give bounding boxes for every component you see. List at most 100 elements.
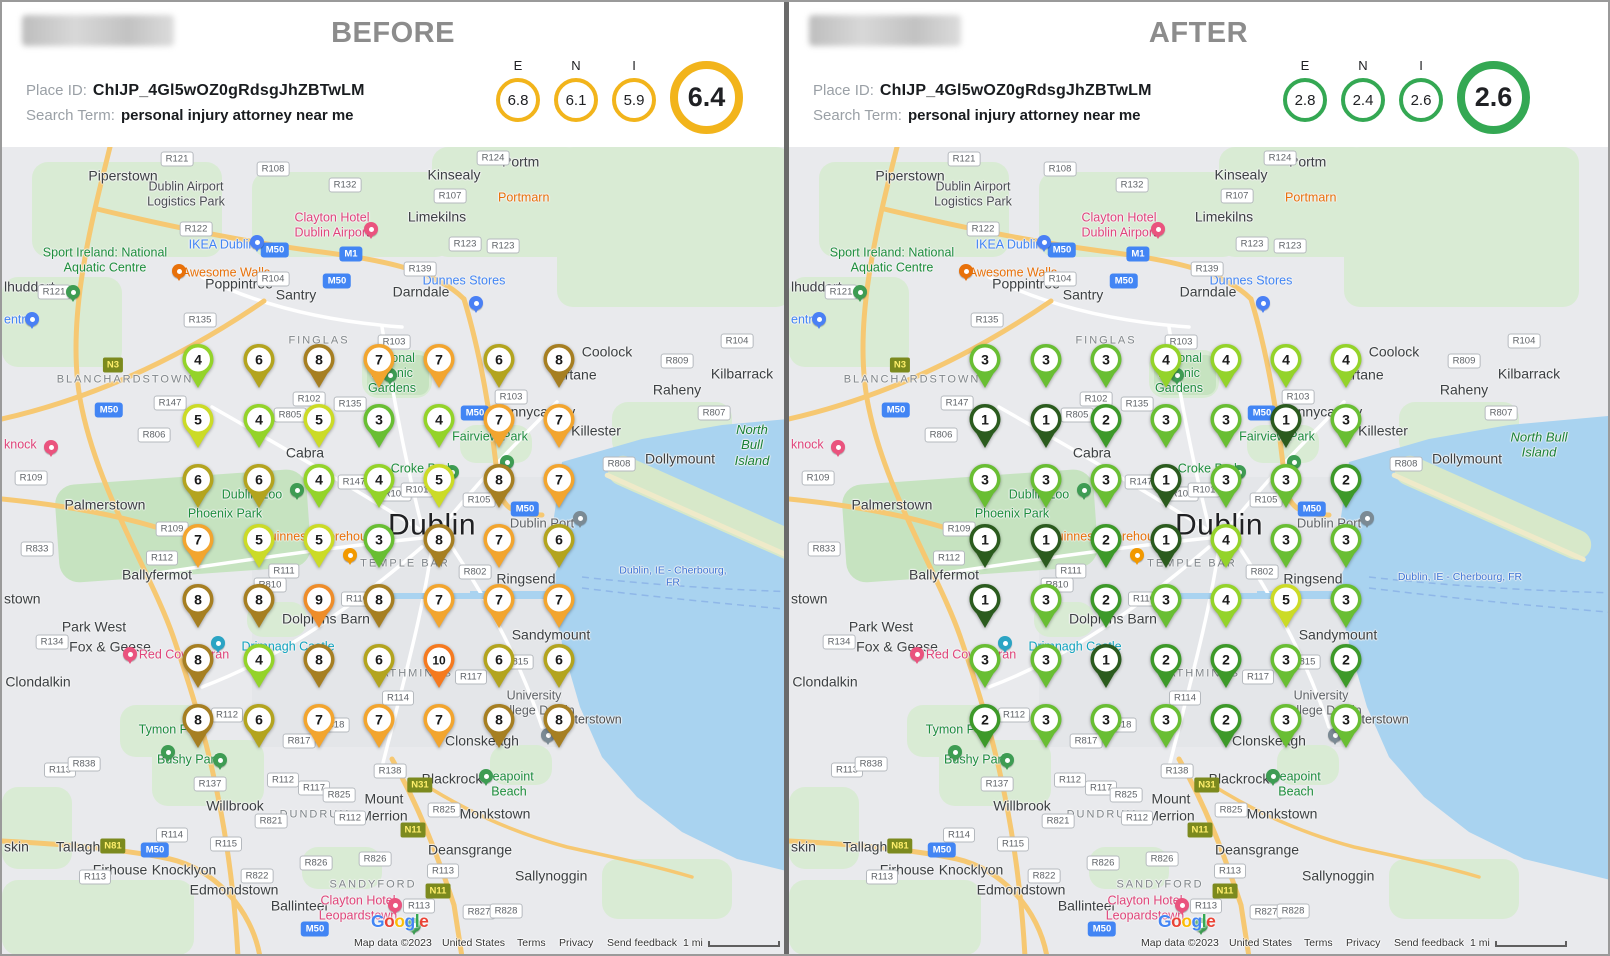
rank-pin[interactable]: 8 (542, 343, 576, 389)
rank-pin[interactable]: 4 (1209, 343, 1243, 389)
rank-pin[interactable]: 2 (1089, 403, 1123, 449)
rank-pin[interactable]: 6 (242, 703, 276, 749)
rank-pin[interactable]: 5 (242, 523, 276, 569)
rank-pin[interactable]: 6 (482, 343, 516, 389)
rank-pin[interactable]: 2 (1089, 523, 1123, 569)
rank-pin[interactable]: 5 (302, 403, 336, 449)
terms-link[interactable]: Terms (1304, 937, 1333, 949)
castleknock-hotel-pin[interactable] (44, 440, 58, 457)
shopping-centre-pin[interactable] (25, 312, 39, 329)
rank-pin[interactable]: 4 (302, 463, 336, 509)
red-cow-hotel-pin[interactable] (123, 647, 137, 664)
rank-pin[interactable]: 1 (1029, 403, 1063, 449)
castleknock-hotel-pin[interactable] (831, 440, 845, 457)
awesome-walls-cafe-pin[interactable] (172, 264, 186, 281)
rank-pin[interactable]: 1 (1089, 643, 1123, 689)
rank-pin[interactable]: 3 (1089, 703, 1123, 749)
aquatic-centre-pin[interactable] (853, 285, 867, 302)
rank-pin[interactable]: 6 (542, 523, 576, 569)
rank-pin[interactable]: 6 (181, 463, 215, 509)
rank-pin[interactable]: 1 (1149, 523, 1183, 569)
rank-pin[interactable]: 3 (362, 403, 396, 449)
dunnes-cart-pin[interactable] (469, 296, 483, 313)
rank-pin[interactable]: 4 (1209, 583, 1243, 629)
rank-pin[interactable]: 8 (422, 523, 456, 569)
google-logo[interactable]: Google (371, 911, 429, 931)
dublin-port-pin[interactable] (1360, 511, 1374, 528)
rank-pin[interactable]: 4 (242, 403, 276, 449)
rank-pin[interactable]: 3 (1029, 463, 1063, 509)
red-cow-hotel-pin[interactable] (910, 647, 924, 664)
tymon-tree-pin[interactable] (161, 745, 175, 762)
send-feedback-link[interactable]: Send feedback (607, 937, 678, 949)
drimnagh-castle-pin[interactable] (998, 636, 1012, 653)
dublin-zoo-paw-pin[interactable] (290, 483, 304, 500)
rank-pin[interactable]: 4 (242, 643, 276, 689)
rank-pin[interactable]: 3 (1269, 523, 1303, 569)
rank-pin[interactable]: 8 (362, 583, 396, 629)
rank-pin[interactable]: 2 (1209, 703, 1243, 749)
rank-pin[interactable]: 7 (542, 403, 576, 449)
cocktail-bar-pin[interactable] (343, 548, 357, 565)
rank-pin[interactable]: 4 (362, 463, 396, 509)
bushy-tree-pin[interactable] (1000, 753, 1014, 770)
rank-pin[interactable]: 2 (1209, 643, 1243, 689)
rank-pin[interactable]: 8 (181, 583, 215, 629)
dunnes-cart-pin[interactable] (1256, 296, 1270, 313)
rank-pin[interactable]: 3 (1149, 583, 1183, 629)
rank-pin[interactable]: 3 (1029, 703, 1063, 749)
rank-pin[interactable]: 7 (542, 583, 576, 629)
rank-pin[interactable]: 2 (1329, 643, 1363, 689)
rank-pin[interactable]: 1 (968, 403, 1002, 449)
rank-pin[interactable]: 8 (181, 703, 215, 749)
rank-pin[interactable]: 8 (482, 703, 516, 749)
rank-pin[interactable]: 6 (242, 343, 276, 389)
rank-pin[interactable]: 7 (362, 703, 396, 749)
tymon-tree-pin[interactable] (948, 745, 962, 762)
rank-pin[interactable]: 7 (422, 343, 456, 389)
rank-pin[interactable]: 10 (422, 643, 456, 689)
rank-pin[interactable]: 9 (302, 583, 336, 629)
drimnagh-castle-pin[interactable] (211, 636, 225, 653)
dublin-port-pin[interactable] (573, 511, 587, 528)
rank-pin[interactable]: 7 (482, 403, 516, 449)
bushy-tree-pin[interactable] (213, 753, 227, 770)
rank-pin[interactable]: 3 (968, 343, 1002, 389)
rank-pin[interactable]: 1 (1029, 523, 1063, 569)
rank-pin[interactable]: 5 (1269, 583, 1303, 629)
rank-pin[interactable]: 6 (362, 643, 396, 689)
rank-pin[interactable]: 2 (968, 703, 1002, 749)
rank-pin[interactable]: 3 (1329, 583, 1363, 629)
rank-pin[interactable]: 3 (1029, 643, 1063, 689)
rank-pin[interactable]: 3 (1149, 703, 1183, 749)
rank-pin[interactable]: 4 (181, 343, 215, 389)
rank-pin[interactable]: 7 (302, 703, 336, 749)
rank-pin[interactable]: 7 (482, 523, 516, 569)
privacy-link[interactable]: Privacy (1346, 937, 1381, 949)
rank-pin[interactable]: 3 (1209, 403, 1243, 449)
seapoint-tree-pin[interactable] (1266, 769, 1280, 786)
rank-pin[interactable]: 3 (968, 463, 1002, 509)
rank-pin[interactable]: 1 (968, 583, 1002, 629)
rank-pin[interactable]: 4 (422, 403, 456, 449)
rank-pin[interactable]: 8 (542, 703, 576, 749)
ikea-shopping-pin[interactable] (250, 235, 264, 252)
south-park-pin[interactable] (1194, 918, 1208, 935)
google-logo[interactable]: Google (1158, 911, 1216, 931)
leopardstown-hotel-pin[interactable] (388, 898, 402, 915)
map-before[interactable]: Piperstown Dublin Airport Logistics Park K… (2, 147, 784, 954)
south-park-pin[interactable] (407, 918, 421, 935)
rank-pin[interactable]: 7 (181, 523, 215, 569)
rank-pin[interactable]: 8 (181, 643, 215, 689)
privacy-link[interactable]: Privacy (559, 937, 594, 949)
terms-link[interactable]: Terms (517, 937, 546, 949)
rank-pin[interactable]: 5 (181, 403, 215, 449)
rank-pin[interactable]: 6 (542, 643, 576, 689)
rank-pin[interactable]: 8 (302, 643, 336, 689)
rank-pin[interactable]: 4 (1269, 343, 1303, 389)
rank-pin[interactable]: 2 (1329, 463, 1363, 509)
rank-pin[interactable]: 2 (1089, 583, 1123, 629)
dublin-zoo-paw-pin[interactable] (1077, 483, 1091, 500)
rank-pin[interactable]: 1 (1149, 463, 1183, 509)
rank-pin[interactable]: 4 (1149, 343, 1183, 389)
